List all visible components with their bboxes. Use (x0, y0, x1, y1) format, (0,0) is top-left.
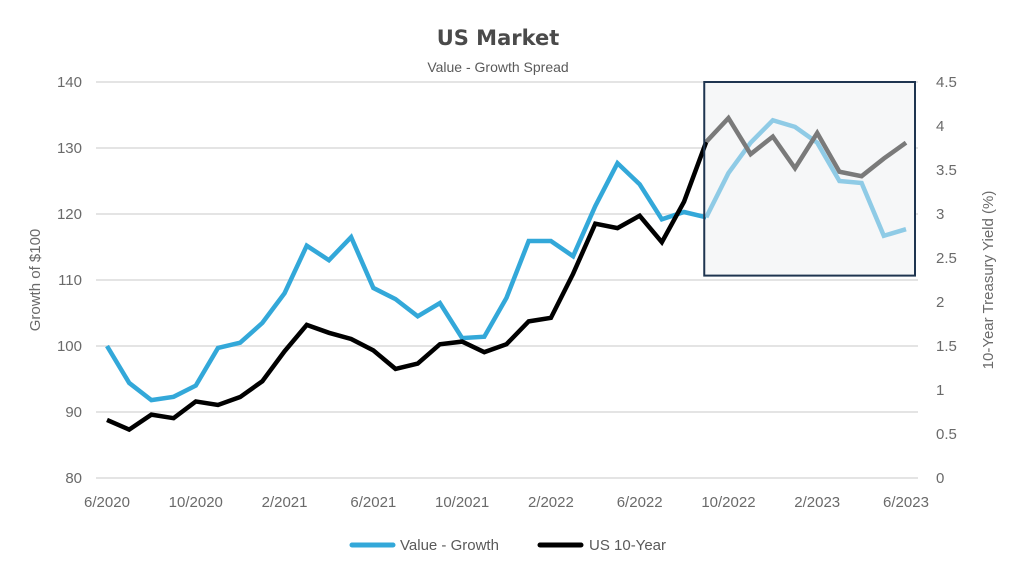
legend: Value - Growth US 10-Year (349, 537, 666, 554)
y-tick-label: 90 (65, 404, 82, 421)
y-tick-label: 140 (57, 74, 82, 91)
highlight-region (704, 82, 915, 276)
y2-tick-label: 1 (936, 382, 944, 399)
y-tick-label: 120 (57, 206, 82, 223)
x-tick-label: 2/2023 (794, 494, 840, 511)
x-tick-label: 2/2022 (528, 494, 574, 511)
highlight-border (703, 81, 916, 277)
highlight-box-border (703, 81, 916, 277)
y2-tick-label: 2 (936, 294, 944, 311)
series-line-highlight-value-growth (704, 117, 907, 239)
highlight-box-fill (704, 82, 915, 276)
series-lines (105, 114, 908, 433)
y2-tick-label: 0.5 (936, 426, 957, 443)
y2-tick-label: 2.5 (936, 250, 957, 267)
x-tick-label: 6/2020 (84, 494, 130, 511)
series-line-us-10-year (106, 141, 709, 433)
y-axis-right-ticks: 0 0.5 1 1.5 2 2.5 3 3.5 4 4.5 (936, 74, 957, 487)
legend-item-value-growth[interactable]: Value - Growth (349, 537, 499, 554)
y-tick-label: 100 (57, 338, 82, 355)
legend-label-us-10-year: US 10-Year (589, 537, 666, 554)
y2-tick-label: 0 (936, 470, 944, 487)
series-line-value-growth (105, 159, 707, 403)
x-tick-label: 6/2022 (617, 494, 663, 511)
x-tick-label: 10/2021 (435, 494, 489, 511)
y-axis-left-ticks: 80 90 100 110 120 130 140 (57, 74, 82, 487)
x-tick-label: 6/2021 (350, 494, 396, 511)
y-tick-label: 80 (65, 470, 82, 487)
legend-label-value-growth: Value - Growth (400, 537, 499, 554)
x-axis-ticks: 6/2020 10/2020 2/2021 6/2021 10/2021 2/2022 6/… (84, 494, 929, 511)
y-tick-label: 130 (57, 140, 82, 157)
y2-tick-label: 3 (936, 206, 944, 223)
x-tick-label: 2/2021 (262, 494, 308, 511)
x-tick-label: 10/2020 (169, 494, 223, 511)
y2-tick-label: 4 (936, 118, 944, 135)
y2-axis-label: 10-Year Treasury Yield (%) (980, 191, 997, 370)
x-tick-label: 6/2023 (883, 494, 929, 511)
y-tick-label: 110 (58, 272, 82, 289)
y2-tick-label: 3.5 (936, 162, 957, 179)
chart-subtitle: Value - Growth Spread (427, 59, 568, 75)
chart-title: US Market (437, 26, 560, 50)
y2-tick-label: 1.5 (936, 338, 957, 355)
y2-tick-label: 4.5 (936, 74, 957, 91)
x-tick-label: 10/2022 (701, 494, 755, 511)
y-axis-label: Growth of $100 (27, 229, 44, 332)
legend-item-us-10-year[interactable]: US 10-Year (537, 537, 666, 554)
series-line-highlight-us-10-year (704, 114, 908, 179)
